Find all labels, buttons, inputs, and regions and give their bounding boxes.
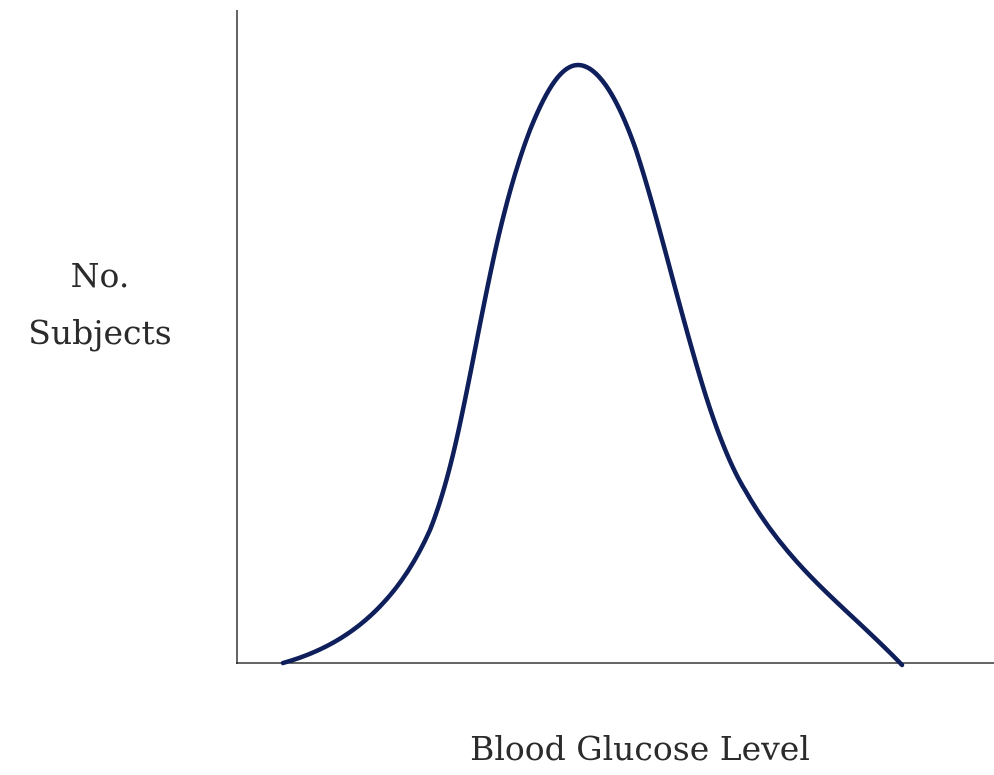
y-axis-label: Subjects xyxy=(28,313,171,352)
x-axis-label: Blood Glucose Level xyxy=(470,729,810,768)
y-axis-label: No. xyxy=(71,256,130,295)
bell-curve xyxy=(280,62,905,668)
